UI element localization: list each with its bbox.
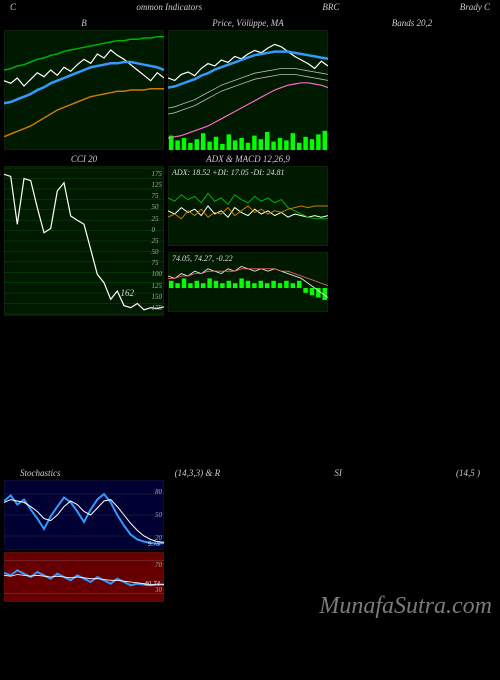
- cci-current: 162: [121, 288, 135, 298]
- panel-rsi-chart: 7030 40.74: [4, 552, 164, 602]
- stoch-val: 9.75: [148, 540, 160, 548]
- panel-adx-chart: ADX: 18.52 +DI: 17.05 -DI: 24.81: [168, 166, 328, 246]
- macd-text: 74.05, 74.27, -0.22: [172, 254, 233, 263]
- mid-row: CCI 20 1751257550250255075100125150175 1…: [0, 152, 500, 316]
- panel-bands-wrap: Bands 20,2: [332, 16, 492, 150]
- panel-cci-wrap: CCI 20 1751257550250255075100125150175 1…: [4, 152, 164, 316]
- panel-bands-title: Bands 20,2: [332, 16, 492, 30]
- hdr-mid2: BRC: [322, 2, 339, 12]
- panel-b-title: B: [4, 16, 164, 30]
- panel-ma-title: Price, Völüppe, MA: [168, 16, 328, 30]
- panel-ma-chart: [168, 30, 328, 150]
- rsi-y-labels: 7030: [155, 552, 162, 602]
- stoch-header: Stochastics (14,3,3) & R SI (14,5 ): [0, 466, 500, 480]
- panel-ma-wrap: Price, Völüppe, MA: [168, 16, 328, 150]
- panel-macd-chart: 74.05, 74.27, -0.22: [168, 252, 328, 312]
- sh-mid2: SI: [334, 468, 342, 478]
- spacer: [0, 316, 500, 466]
- panel-bands-chart: [332, 30, 492, 150]
- panel-cci-chart: 1751257550250255075100125150175 162: [4, 166, 164, 316]
- top-row: B Price, Völüppe, MA Bands 20,2: [0, 16, 500, 150]
- panel-adx-title: ADX & MACD 12,26,9: [168, 152, 328, 166]
- panel-b-chart: [4, 30, 164, 150]
- sh-right: (14,5 ): [456, 468, 480, 478]
- rsi-val: 40.74: [144, 580, 160, 588]
- hdr-right: Brady C: [460, 2, 490, 12]
- sh-left: Stochastics: [20, 468, 61, 478]
- adx-text: ADX: 18.52 +DI: 17.05 -DI: 24.81: [172, 168, 285, 177]
- page-header: C ommon Indicators BRC Brady C: [0, 0, 500, 14]
- panel-stoch-chart: 805020 9.75: [4, 480, 164, 550]
- panel-b-wrap: B: [4, 16, 164, 150]
- cci-y-labels: 1751257550250255075100125150175: [152, 166, 163, 316]
- stoch-col: 805020 9.75 7030 40.74: [0, 480, 500, 602]
- sh-mid1: (14,3,3) & R: [175, 468, 221, 478]
- hdr-left: C: [10, 2, 16, 12]
- panel-adx-wrap: ADX & MACD 12,26,9 ADX: 18.52 +DI: 17.05…: [168, 152, 328, 316]
- hdr-mid1: ommon Indicators: [136, 2, 202, 12]
- panel-cci-title: CCI 20: [4, 152, 164, 166]
